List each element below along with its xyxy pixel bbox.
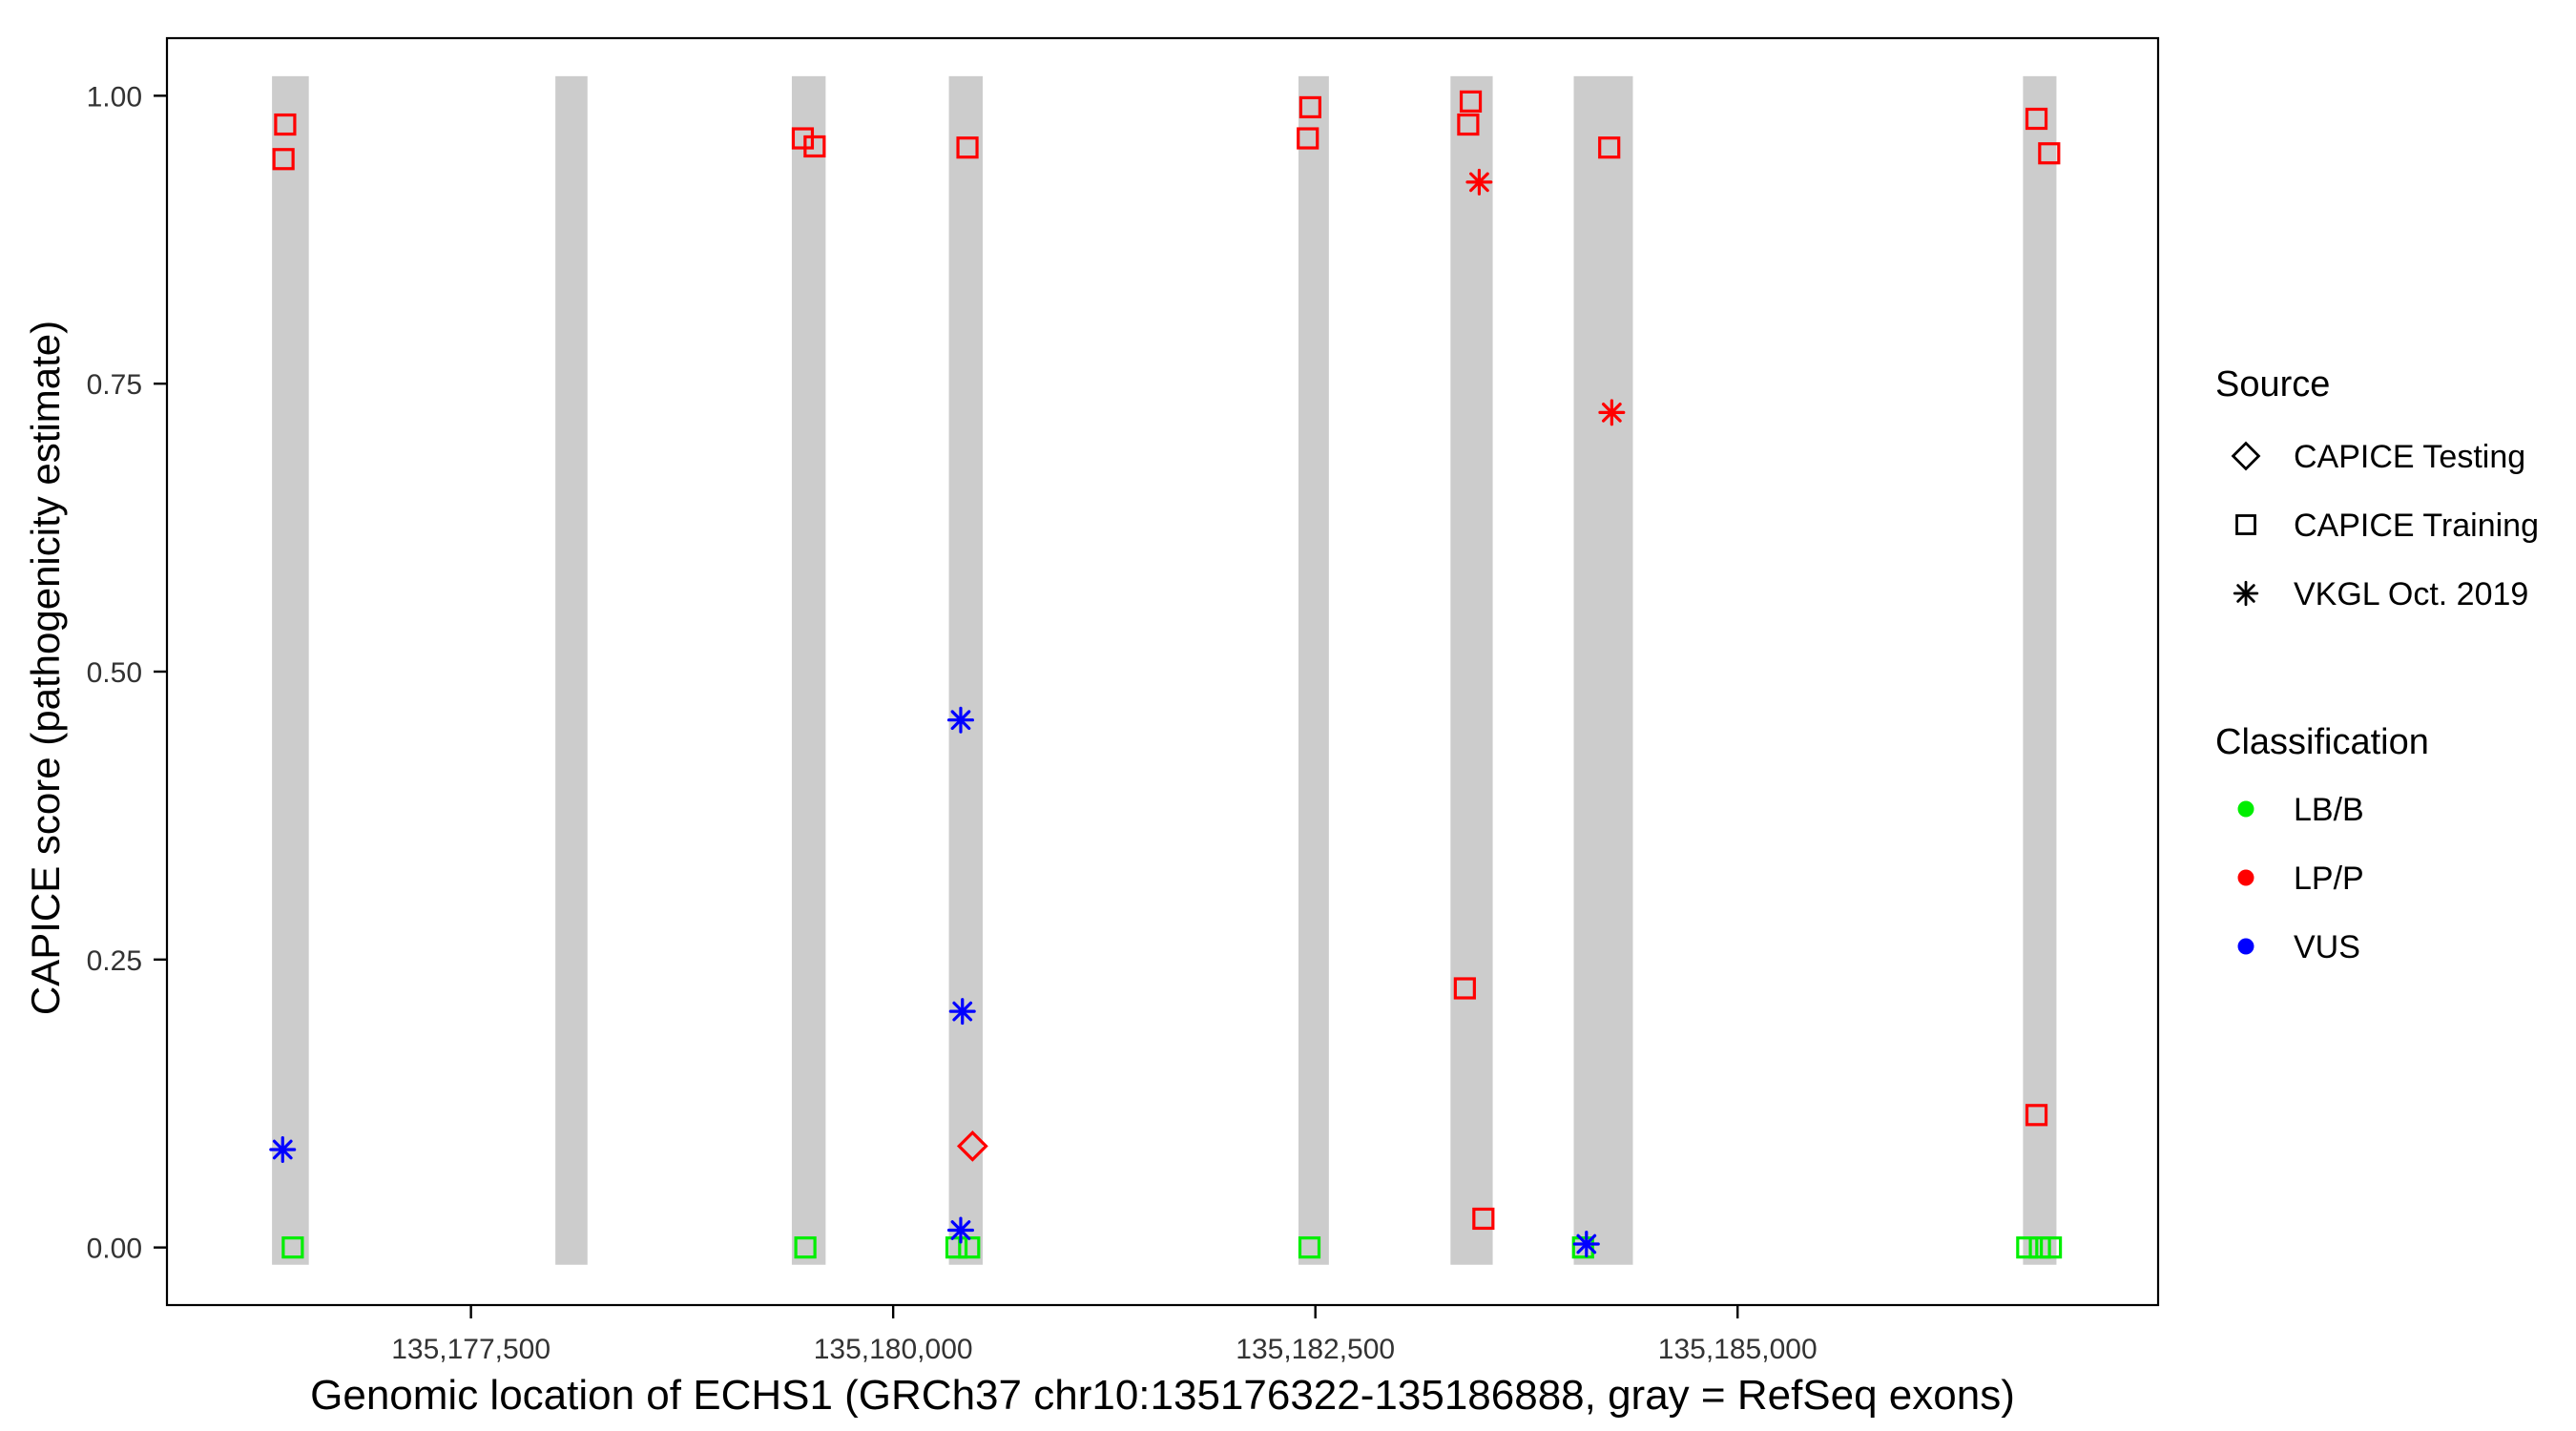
y-axis-title: CAPICE score (pathogenicity estimate) bbox=[23, 320, 68, 1016]
exon-bar bbox=[1573, 75, 1633, 1265]
legend-diamond-icon bbox=[2231, 441, 2261, 471]
legend-source-item-label: CAPICE Testing bbox=[2294, 439, 2525, 475]
data-point-square bbox=[1598, 136, 1621, 159]
data-point-square bbox=[274, 113, 297, 136]
data-point-square bbox=[945, 1236, 968, 1259]
data-point-square bbox=[281, 1236, 304, 1259]
legend-color-dot bbox=[2237, 869, 2254, 886]
data-point-square bbox=[2016, 1236, 2039, 1259]
legend-classification-item-label: LP/P bbox=[2294, 861, 2364, 897]
y-axis-tick-label: 0.75 bbox=[87, 369, 142, 401]
data-point-square bbox=[2025, 1104, 2048, 1127]
x-axis-tick-label: 135,185,000 bbox=[1658, 1334, 1818, 1365]
data-point-asterisk bbox=[950, 710, 971, 731]
data-point-asterisk bbox=[272, 1139, 293, 1160]
data-point-square bbox=[2038, 142, 2061, 165]
exon-bar bbox=[1450, 75, 1493, 1265]
legend-classification-item-label: LB/B bbox=[2294, 792, 2364, 828]
legend-classification-title: Classification bbox=[2215, 722, 2429, 762]
y-axis-tick-label: 0.00 bbox=[87, 1234, 142, 1265]
data-point-square bbox=[1297, 127, 1319, 150]
x-axis-tick-label: 135,180,000 bbox=[814, 1334, 973, 1365]
data-point-asterisk bbox=[1576, 1234, 1597, 1255]
data-point-square bbox=[1298, 1236, 1321, 1259]
legend-square-icon bbox=[2235, 514, 2256, 535]
data-point-square bbox=[803, 135, 826, 158]
legend-source-item-label: VKGL Oct. 2019 bbox=[2294, 576, 2528, 612]
y-axis-tick-label: 0.25 bbox=[87, 945, 142, 977]
exon-bar bbox=[2023, 75, 2057, 1265]
exon-bar bbox=[1298, 75, 1329, 1265]
legend-source-item-label: CAPICE Training bbox=[2294, 508, 2539, 544]
data-point-square bbox=[1459, 90, 1483, 114]
exon-bar bbox=[555, 75, 588, 1265]
data-point-square bbox=[794, 1236, 817, 1259]
data-point-square bbox=[956, 136, 979, 159]
data-point-square bbox=[2039, 1236, 2063, 1259]
data-point-square bbox=[1571, 1236, 1594, 1259]
y-axis-tick-label: 0.50 bbox=[87, 657, 142, 689]
x-axis-tick-label: 135,177,500 bbox=[391, 1334, 551, 1365]
y-axis-tick-label: 1.00 bbox=[87, 81, 142, 113]
data-point-square bbox=[272, 148, 295, 171]
data-point-asterisk bbox=[952, 1001, 973, 1022]
exon-bar bbox=[791, 75, 826, 1265]
x-axis-title: Genomic location of ECHS1 (GRCh37 chr10:… bbox=[310, 1372, 2015, 1419]
data-point-diamond bbox=[956, 1130, 988, 1162]
data-point-square bbox=[1472, 1207, 1495, 1231]
data-point-square bbox=[1457, 113, 1480, 136]
legend-classification-item-label: VUS bbox=[2294, 929, 2360, 965]
data-point-asterisk bbox=[1469, 172, 1489, 193]
data-point-asterisk bbox=[950, 1220, 971, 1240]
data-point-asterisk bbox=[1601, 402, 1622, 423]
data-point-square bbox=[1298, 95, 1321, 119]
exon-bar bbox=[272, 75, 309, 1265]
panel-border bbox=[165, 36, 2160, 1307]
x-axis-tick-label: 135,182,500 bbox=[1236, 1334, 1395, 1365]
data-point-square bbox=[1453, 977, 1476, 1000]
legend-color-dot bbox=[2237, 938, 2254, 955]
data-point-square bbox=[2025, 107, 2048, 131]
legend-source-title: Source bbox=[2215, 364, 2330, 404]
exon-bar bbox=[948, 75, 983, 1265]
legend-asterisk-icon bbox=[2236, 584, 2255, 603]
legend-color-dot bbox=[2237, 800, 2254, 818]
